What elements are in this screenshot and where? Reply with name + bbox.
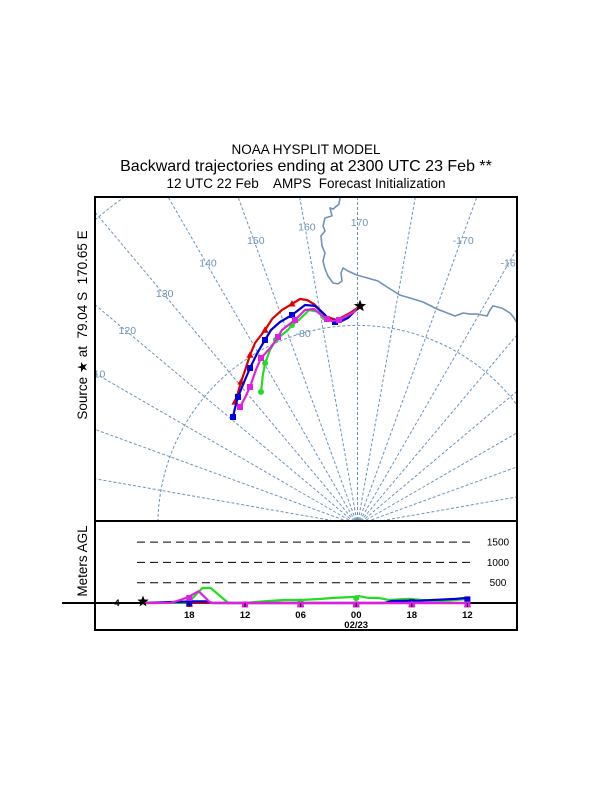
meridian-label: 150 bbox=[247, 235, 265, 247]
latitude-label: -80 bbox=[296, 328, 311, 340]
meridian-label: 160 bbox=[298, 222, 316, 234]
trajectory-marker-magenta bbox=[336, 317, 342, 323]
trajectory-layer bbox=[230, 297, 367, 420]
meridian-line bbox=[0, 525, 358, 792]
meridian-label: 140 bbox=[199, 258, 217, 270]
time-axis: 18 12 06 00 18 12 02/23 bbox=[137, 595, 473, 631]
height-level-label: 500 bbox=[490, 578, 507, 589]
height-level-label: 1000 bbox=[487, 558, 510, 569]
height-marker-blue bbox=[464, 596, 471, 603]
coastline-layer bbox=[320, 198, 516, 323]
map-grid-labels: 110 120 130 140 150 160 170 -170 -160 -80 bbox=[89, 217, 521, 381]
meridian-line bbox=[237, 198, 357, 520]
meridian-line bbox=[299, 198, 358, 520]
height-marker-magenta bbox=[186, 594, 193, 601]
meridian-line bbox=[365, 432, 516, 520]
date-label: 02/23 bbox=[344, 620, 368, 631]
meridian-line bbox=[358, 198, 478, 520]
trajectory-marker-green bbox=[258, 388, 264, 395]
height-level-label: 1500 bbox=[487, 538, 510, 549]
trajectory-marker-blue bbox=[230, 414, 236, 420]
height-frame bbox=[94, 520, 518, 631]
height-axis-label: Meters AGL bbox=[75, 525, 90, 597]
source-star-icon bbox=[137, 595, 149, 607]
meridian-line bbox=[358, 525, 612, 792]
time-tick-label: 12 bbox=[240, 610, 251, 621]
latitude-circle bbox=[157, 324, 516, 520]
meridian-line bbox=[358, 525, 612, 792]
coastline bbox=[320, 198, 516, 323]
time-tick-label: 18 bbox=[407, 610, 418, 621]
trajectory-marker-red bbox=[246, 351, 254, 358]
time-tick-label: 00 bbox=[351, 610, 362, 621]
height-panel: 1500 1000 500 4 18 12 06 00 18 12 02/23 bbox=[62, 538, 517, 631]
meridian-label: -170 bbox=[453, 235, 474, 247]
meridian-line bbox=[111, 525, 357, 792]
trajectory-marker-magenta bbox=[275, 334, 281, 340]
source-star-icon bbox=[353, 299, 367, 312]
trajectory-marker-red bbox=[288, 300, 296, 307]
meridian-label: 170 bbox=[351, 217, 369, 229]
title-line-1: NOAA HYSPLIT MODEL bbox=[231, 142, 381, 157]
trajectory-marker-blue bbox=[262, 337, 268, 343]
height-marker-green bbox=[353, 595, 360, 602]
meridian-label: 110 bbox=[89, 369, 106, 381]
meridian-label: 120 bbox=[119, 325, 137, 337]
meridian-line bbox=[358, 525, 612, 771]
trajectory-marker-magenta bbox=[237, 404, 243, 410]
meridian-line bbox=[233, 525, 358, 792]
meridian-line bbox=[358, 525, 604, 792]
trajectory-marker-magenta bbox=[247, 384, 253, 390]
meridian-line bbox=[0, 525, 358, 650]
meridian-line bbox=[0, 525, 358, 792]
meridian-line bbox=[362, 391, 516, 520]
trajectory-marker-green bbox=[262, 360, 269, 367]
time-tick-label: 06 bbox=[295, 610, 306, 621]
meridian-line bbox=[358, 525, 612, 792]
meridian-line bbox=[361, 335, 516, 520]
title-line-2: Backward trajectories ending at 2300 UTC… bbox=[120, 158, 492, 175]
trajectory-marker-magenta bbox=[292, 317, 298, 323]
meridian-line bbox=[358, 525, 612, 792]
height-series-layer bbox=[141, 586, 472, 608]
time-tick-label: 18 bbox=[184, 610, 195, 621]
meridian-line bbox=[358, 525, 612, 650]
source-height-label: 4 bbox=[114, 598, 120, 609]
trajectory-line-red bbox=[233, 297, 362, 404]
meridian-line bbox=[96, 212, 354, 520]
meridian-label: -160 bbox=[500, 258, 521, 270]
trajectory-marker-blue bbox=[289, 312, 295, 318]
meridian-line bbox=[358, 525, 483, 792]
trajectory-marker-blue bbox=[247, 365, 253, 371]
meridian-line bbox=[96, 304, 353, 520]
meridian-line bbox=[96, 478, 333, 520]
trajectory-marker-blue bbox=[235, 393, 241, 400]
title-line-3: 12 UTC 22 Feb AMPS Forecast Initializati… bbox=[166, 176, 445, 191]
meridian-line bbox=[359, 249, 516, 520]
source-location-label: Source ★ at 79.04 S 170.65 E bbox=[75, 230, 90, 419]
trajectory-marker-red bbox=[261, 326, 269, 333]
meridian-line bbox=[168, 198, 356, 520]
meridian-line bbox=[0, 525, 358, 792]
meridian-line bbox=[357, 198, 416, 520]
meridian-line bbox=[0, 525, 357, 792]
meridian-label: 130 bbox=[156, 288, 174, 300]
trajectory-marker-magenta bbox=[258, 355, 264, 361]
trajectory-marker-blue bbox=[332, 319, 338, 325]
time-tick-label: 12 bbox=[462, 610, 473, 621]
trajectory-marker-magenta bbox=[324, 316, 330, 322]
